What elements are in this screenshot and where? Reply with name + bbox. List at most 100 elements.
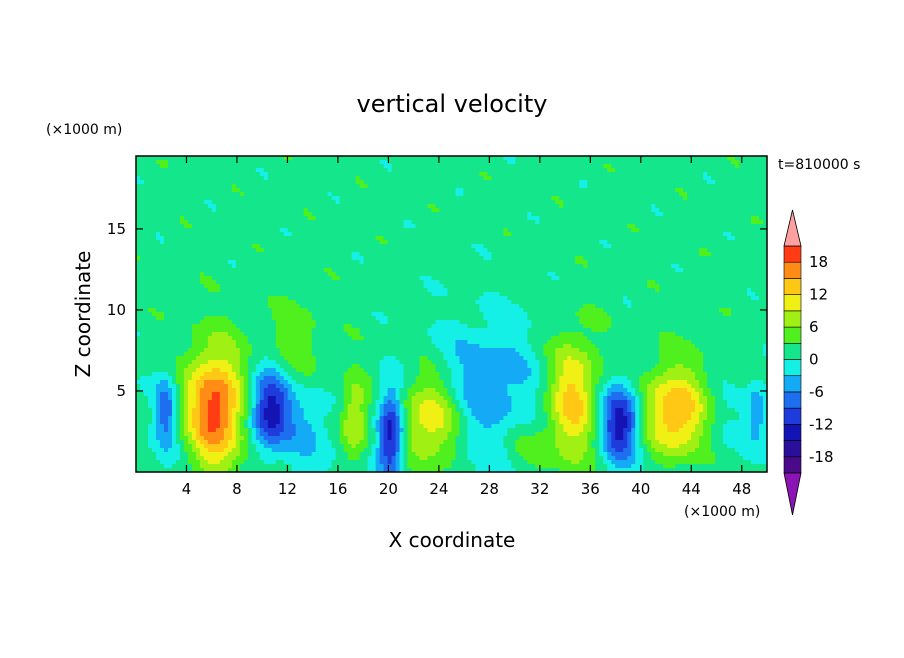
field-cell: [223, 156, 229, 161]
field-cell: [367, 272, 373, 277]
field-cell: [371, 228, 377, 233]
field-cell: [291, 220, 297, 225]
field-cell: [707, 212, 712, 217]
field-cell: [319, 256, 325, 261]
field-cell: [383, 160, 389, 165]
field-cell: [643, 252, 648, 257]
field-cell: [343, 256, 349, 261]
field-cell: [279, 220, 285, 225]
field-cell: [555, 156, 560, 161]
field-cell: [683, 256, 688, 261]
field-cell: [307, 232, 313, 237]
field-cell: [567, 184, 572, 189]
field-cell: [367, 204, 373, 209]
field-cell: [191, 168, 197, 173]
field-cell: [595, 228, 600, 233]
field-cell: [507, 276, 512, 281]
field-cell: [399, 196, 405, 201]
field-cell: [323, 212, 329, 217]
field-cell: [739, 236, 744, 241]
field-cell: [367, 236, 373, 241]
field-cell: [471, 156, 477, 161]
field-cell: [271, 168, 277, 173]
field-cell: [579, 208, 584, 213]
field-cell: [235, 180, 241, 185]
field-cell: [395, 260, 401, 265]
field-cell: [403, 156, 409, 161]
field-cell: [427, 160, 433, 165]
field-cell: [147, 180, 153, 185]
field-cell: [171, 184, 177, 189]
field-cell: [363, 228, 369, 233]
field-cell: [307, 256, 313, 261]
field-cell: [563, 196, 568, 201]
field-cell: [139, 280, 145, 285]
field-cell: [263, 248, 269, 253]
field-cell: [415, 184, 421, 189]
field-cell: [683, 212, 688, 217]
field-cell: [227, 188, 233, 193]
field-cell: [219, 244, 225, 249]
field-cell: [179, 220, 185, 225]
field-cell: [603, 176, 608, 181]
field-cell: [651, 160, 656, 165]
field-cell: [579, 164, 584, 169]
field-cell: [235, 188, 241, 193]
field-cell: [347, 160, 353, 165]
field-cell: [547, 200, 552, 205]
field-cell: [175, 216, 181, 221]
field-cell: [519, 208, 524, 213]
field-cell: [383, 224, 389, 229]
field-cell: [583, 204, 588, 209]
field-cell: [587, 252, 592, 257]
field-cell: [595, 212, 600, 217]
field-cell: [319, 232, 325, 237]
field-cell: [715, 180, 720, 185]
field-cell: [263, 208, 269, 213]
field-cell: [295, 248, 301, 253]
field-cell: [431, 204, 437, 209]
field-cell: [663, 156, 668, 161]
field-cell: [163, 256, 169, 261]
field-cell: [291, 192, 297, 197]
field-cell: [163, 252, 169, 257]
field-cell: [363, 188, 369, 193]
field-cell: [531, 264, 536, 269]
field-cell: [679, 260, 684, 265]
field-cell: [619, 188, 624, 193]
field-cell: [643, 196, 648, 201]
field-cell: [136, 196, 141, 201]
field-cell: [623, 252, 628, 257]
field-cell: [235, 264, 241, 269]
field-cell: [423, 216, 429, 221]
field-cell: [759, 220, 764, 225]
field-cell: [555, 180, 560, 185]
field-cell: [735, 276, 740, 281]
field-cell: [515, 276, 520, 281]
field-cell: [367, 220, 373, 225]
field-cell: [551, 272, 556, 277]
field-cell: [539, 268, 544, 273]
field-cell: [443, 156, 449, 161]
field-cell: [323, 208, 329, 213]
field-cell: [247, 164, 253, 169]
field-cell: [139, 164, 145, 169]
field-cell: [155, 156, 161, 161]
field-cell: [275, 192, 281, 197]
field-cell: [719, 256, 724, 261]
field-cell: [235, 244, 241, 249]
field-cell: [363, 184, 369, 189]
field-cell: [575, 172, 580, 177]
field-cell: [523, 216, 528, 221]
field-cell: [411, 160, 417, 165]
field-cell: [351, 168, 357, 173]
field-cell: [419, 236, 425, 241]
field-cell: [295, 240, 301, 245]
field-cell: [455, 280, 461, 285]
field-cell: [459, 264, 465, 269]
field-cell: [483, 188, 489, 193]
field-cell: [551, 196, 556, 201]
field-cell: [651, 216, 656, 221]
field-cell: [167, 168, 173, 173]
field-cell: [187, 260, 193, 265]
